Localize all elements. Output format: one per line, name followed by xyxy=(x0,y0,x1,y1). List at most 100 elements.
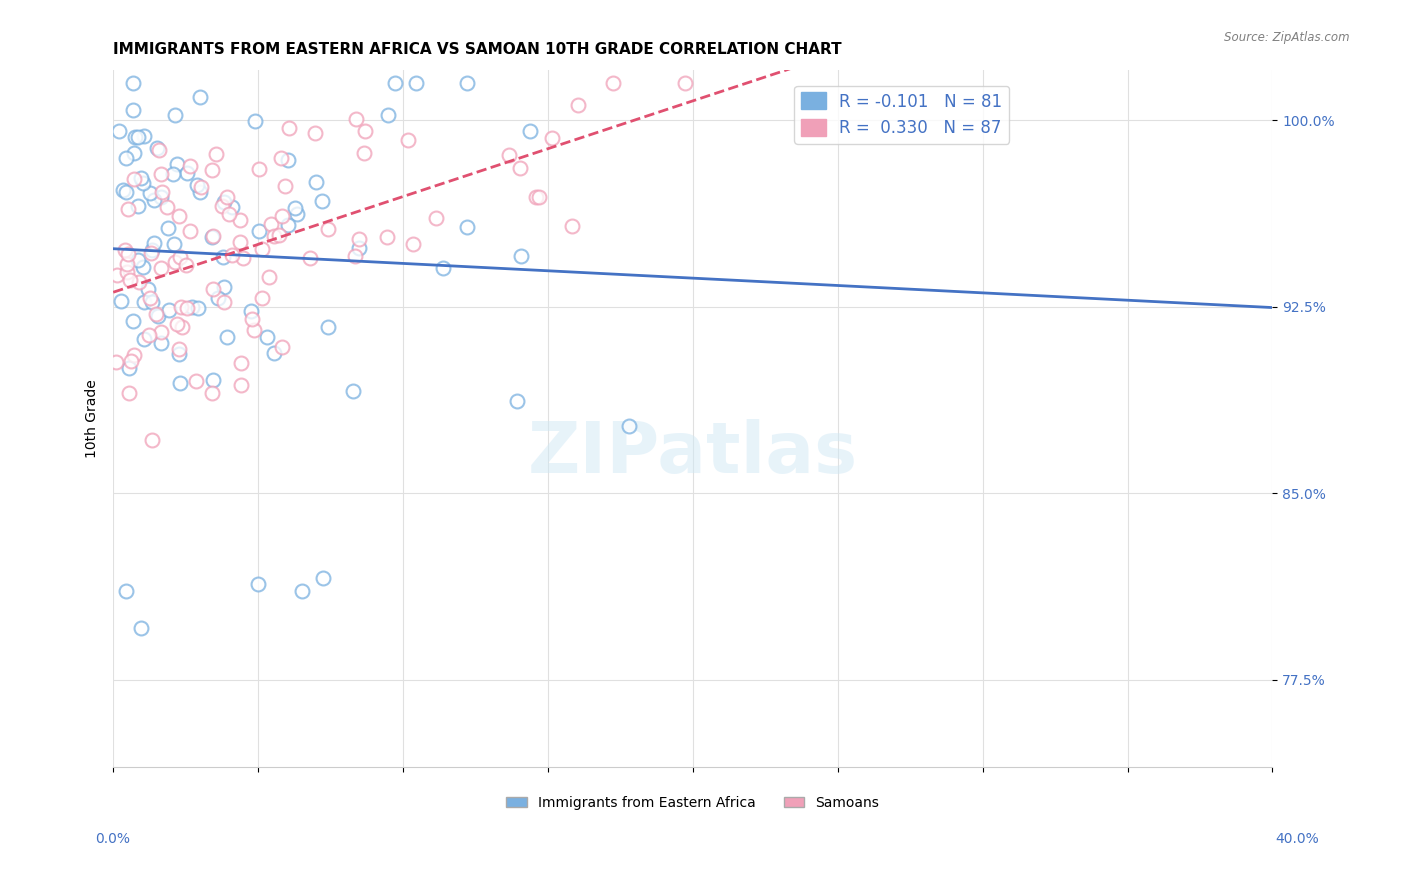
Point xyxy=(212,250,235,264)
Point xyxy=(291,584,314,599)
Point xyxy=(188,186,211,200)
Point xyxy=(129,621,152,635)
Point xyxy=(186,374,208,388)
Point xyxy=(232,252,254,266)
Point xyxy=(243,114,266,128)
Point xyxy=(141,295,163,310)
Point xyxy=(270,151,292,165)
Point xyxy=(166,318,188,332)
Point xyxy=(150,185,173,199)
Text: Source: ZipAtlas.com: Source: ZipAtlas.com xyxy=(1225,31,1350,45)
Point xyxy=(311,194,333,209)
Text: 40.0%: 40.0% xyxy=(1275,832,1319,846)
Point xyxy=(396,133,419,147)
Point xyxy=(456,219,478,234)
Point xyxy=(269,227,291,242)
Point xyxy=(354,124,377,138)
Point xyxy=(211,199,233,213)
Point xyxy=(132,295,155,310)
Point xyxy=(287,207,309,221)
Point xyxy=(117,247,139,261)
Point xyxy=(215,190,238,204)
Point xyxy=(121,103,143,117)
Point xyxy=(118,273,141,287)
Point xyxy=(405,76,427,90)
Point xyxy=(239,303,262,318)
Point xyxy=(519,124,541,138)
Point xyxy=(190,180,212,194)
Point xyxy=(247,224,270,238)
Point xyxy=(115,584,138,599)
Point xyxy=(142,193,165,207)
Point xyxy=(166,157,188,171)
Point xyxy=(377,108,399,122)
Text: ZIPatlas: ZIPatlas xyxy=(527,419,858,488)
Point xyxy=(105,268,128,282)
Point xyxy=(167,342,190,356)
Point xyxy=(179,159,201,173)
Point xyxy=(384,76,406,90)
Point xyxy=(201,373,224,387)
Point xyxy=(202,229,225,244)
Point xyxy=(122,172,145,186)
Point xyxy=(169,376,191,390)
Point xyxy=(115,186,138,200)
Point xyxy=(169,250,191,264)
Point xyxy=(150,261,173,276)
Point xyxy=(215,330,238,344)
Text: 0.0%: 0.0% xyxy=(96,832,131,846)
Point xyxy=(165,255,187,269)
Point xyxy=(176,301,198,315)
Point xyxy=(186,178,208,193)
Point xyxy=(157,221,180,235)
Point xyxy=(114,243,136,257)
Point xyxy=(201,162,224,177)
Point xyxy=(298,251,321,265)
Point xyxy=(229,356,252,370)
Point xyxy=(138,282,160,296)
Point xyxy=(129,170,152,185)
Point xyxy=(498,148,520,162)
Point xyxy=(541,131,564,145)
Point xyxy=(343,249,366,263)
Point xyxy=(124,130,146,145)
Point xyxy=(212,194,235,209)
Point xyxy=(108,123,131,137)
Point xyxy=(527,189,550,203)
Point xyxy=(273,178,295,193)
Point xyxy=(188,89,211,103)
Point xyxy=(117,386,139,401)
Point xyxy=(221,248,243,262)
Point xyxy=(205,147,228,161)
Point xyxy=(132,176,155,190)
Point xyxy=(139,246,162,260)
Point xyxy=(141,244,163,258)
Point xyxy=(270,340,292,354)
Point xyxy=(304,127,326,141)
Point xyxy=(120,353,142,368)
Point xyxy=(128,275,150,289)
Point xyxy=(134,332,156,346)
Point xyxy=(179,224,201,238)
Point xyxy=(118,361,141,376)
Point xyxy=(256,330,278,344)
Point xyxy=(375,229,398,244)
Point xyxy=(201,229,224,244)
Point xyxy=(145,307,167,321)
Point xyxy=(284,201,307,215)
Point xyxy=(432,261,454,276)
Point xyxy=(228,235,250,250)
Point xyxy=(110,293,132,308)
Point xyxy=(277,153,299,167)
Point xyxy=(318,320,340,334)
Point xyxy=(149,325,172,339)
Point xyxy=(187,301,209,315)
Point xyxy=(246,577,269,591)
Point xyxy=(122,348,145,362)
Point xyxy=(228,212,250,227)
Point xyxy=(170,301,193,315)
Point xyxy=(263,229,285,244)
Point xyxy=(163,237,186,252)
Point xyxy=(105,355,128,369)
Point xyxy=(617,419,640,434)
